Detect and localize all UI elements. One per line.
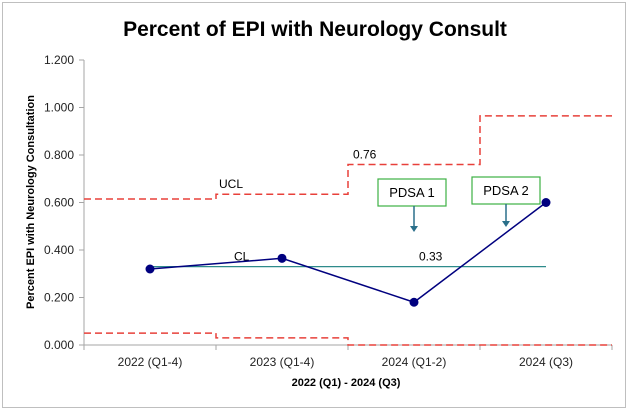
cl-label: CL: [234, 250, 250, 264]
y-tick-label: 0.600: [44, 196, 74, 210]
x-axis-title: 2022 (Q1) - 2024 (Q3): [292, 377, 401, 389]
pdsa-arrow-head: [502, 221, 510, 227]
y-tick-label: 0.400: [44, 243, 74, 257]
x-tick-label: 2022 (Q1-4): [118, 355, 183, 369]
y-tick-label: 0.000: [44, 338, 74, 352]
chart-title: Percent of EPI with Neurology Consult: [123, 18, 507, 41]
data-point: [277, 253, 287, 263]
x-tick-label: 2023 (Q1-4): [250, 355, 315, 369]
annotations: PDSA 1 PDSA 2: [377, 176, 541, 232]
data-point: [409, 297, 419, 307]
ucl-value-label: 0.76: [353, 148, 377, 162]
pdsa-box: [377, 178, 447, 207]
x-tick-label: 2024 (Q3): [519, 355, 573, 369]
pdsa-arrow-head: [410, 226, 418, 232]
pdsa-label: PDSA 1: [389, 185, 435, 200]
pdsa-label: PDSA 2: [483, 183, 529, 198]
y-tick-label: 0.200: [44, 291, 74, 305]
data-point: [145, 264, 155, 274]
y-axis-title: Percent EPI with Neurology Consultation: [25, 95, 37, 309]
control-limits: UCL 0.76 CL 0.33: [84, 115, 612, 346]
ucl-label: UCL: [219, 177, 243, 191]
x-tick-label: 2024 (Q1-2): [382, 355, 447, 369]
lcl-line: [84, 332, 612, 346]
y-tick-label: 0.800: [44, 148, 74, 162]
cl-value-label: 0.33: [419, 250, 443, 264]
axes: 0.000 0.200 0.400 0.600 0.800 1.000 1.200 2022 …: [44, 53, 613, 369]
y-tick-label: 1.000: [44, 101, 74, 115]
series-line: [149, 201, 547, 304]
data-point: [541, 198, 551, 207]
data-series: [145, 198, 551, 307]
ucl-line: [84, 115, 612, 200]
chart-frame: [2, 2, 626, 408]
y-tick-label: 1.200: [44, 53, 74, 67]
pdsa-box: [471, 176, 541, 205]
